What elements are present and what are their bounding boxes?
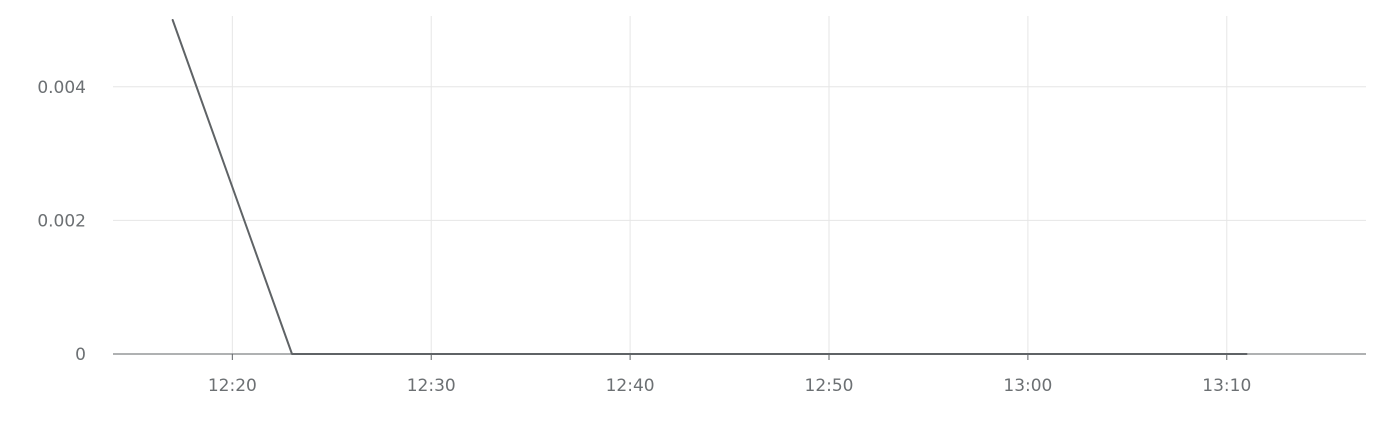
- series-layer: [171, 19, 1248, 355]
- y-axis-tick-labels: 0 0.002 0.004: [37, 78, 86, 365]
- x-axis: 12:20 12:30 12:40 12:50 13:00 13:10: [113, 353, 1366, 396]
- gridlines: [113, 16, 1366, 354]
- x-tick-label: 13:00: [1003, 376, 1052, 396]
- x-tick-label: 12:30: [407, 376, 456, 396]
- x-tick-label: 13:10: [1202, 376, 1251, 396]
- x-tick-label: 12:50: [805, 376, 854, 396]
- y-tick-label: 0: [75, 345, 86, 365]
- x-tick-label: 12:40: [606, 376, 655, 396]
- x-tick-label: 12:20: [208, 376, 257, 396]
- series-line: [171, 19, 1248, 355]
- y-tick-label: 0.004: [37, 78, 86, 98]
- y-tick-label: 0.002: [37, 211, 86, 231]
